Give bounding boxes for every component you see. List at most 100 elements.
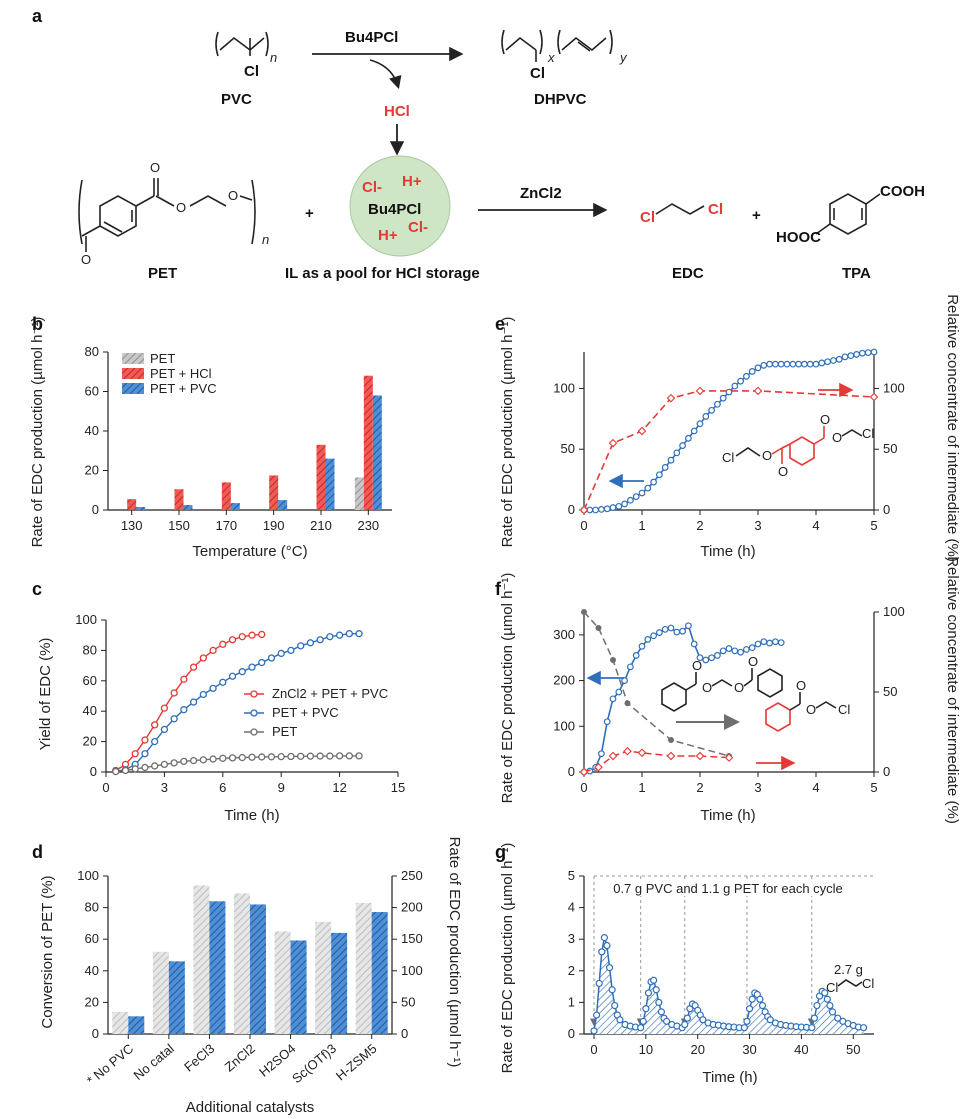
series-line-1 <box>115 632 360 772</box>
y-tick-label-left: 300 <box>553 627 575 642</box>
point-edc-rate <box>667 456 675 464</box>
point-edc-rate <box>661 464 669 471</box>
point-edc-rate <box>758 1001 767 1010</box>
x-tick-label: ZnCl2 <box>222 1041 258 1075</box>
y-tick-label: 1 <box>568 994 575 1009</box>
point-intermediate <box>608 438 618 448</box>
cycle-note: 0.7 g PVC and 1.1 g PET for each cycle <box>613 881 843 896</box>
point-edc-rate <box>696 654 704 662</box>
x-tick-label: 4 <box>812 780 819 795</box>
bar-edc-rate-H2SO4 <box>290 940 307 1034</box>
hcl-release-arrow <box>369 59 402 90</box>
point-series-0 <box>141 736 149 744</box>
x-tick-label: 130 <box>121 518 143 533</box>
panel-label-c: c <box>32 579 42 599</box>
legend-label-0: ZnCl2 + PET + PVC <box>272 686 388 701</box>
point-series-2 <box>238 753 246 762</box>
point-series-1 <box>258 658 266 667</box>
point-edc-rate <box>708 406 715 414</box>
point-edc-rate <box>702 656 710 664</box>
bar-pet-pvc-230 <box>372 395 382 510</box>
edc-cl-2: Cl <box>708 201 723 218</box>
legend-swatch-0 <box>122 353 144 364</box>
point-edc-rate <box>696 420 704 428</box>
y-tick-label-left: 100 <box>553 718 575 733</box>
x-tick-label: 1 <box>638 780 645 795</box>
point-edc-rate <box>737 648 744 656</box>
point-dibenzoate <box>581 609 587 615</box>
point-edc-rate <box>810 1014 818 1022</box>
ionic-liquid-pool: Cl- H+ Bu4PCl H+ Cl- IL as a pool for HC… <box>285 155 480 282</box>
x-tick-label: 4 <box>812 518 819 533</box>
y-tick-label-left: 0 <box>568 764 575 779</box>
point-series-1 <box>189 698 198 706</box>
point-intermediate <box>666 393 676 403</box>
bar-pet-hcl-210 <box>316 444 326 510</box>
point-series-1 <box>345 630 353 638</box>
point-edc-rate <box>600 934 608 942</box>
point-series-1 <box>297 642 305 650</box>
point-edc-rate <box>766 1016 774 1024</box>
point-series-2 <box>189 756 198 765</box>
point-edc-rate <box>821 989 829 997</box>
y-tick-label-right: 250 <box>401 868 423 883</box>
pet-n: n <box>262 232 269 247</box>
point-edc-rate <box>679 627 686 635</box>
x-tick-label: 5 <box>870 780 877 795</box>
point-edc-rate <box>725 388 733 396</box>
point-series-0 <box>151 721 159 729</box>
point-series-2 <box>326 752 334 760</box>
zncl2-label: ZnCl2 <box>520 185 562 202</box>
point-edc-rate <box>714 400 721 408</box>
point-series-2 <box>297 752 305 760</box>
bar-pet-hcl-190 <box>269 475 279 510</box>
point-edc-rate <box>592 506 599 514</box>
point-edc-rate <box>731 382 739 390</box>
point-edc-rate <box>598 948 606 956</box>
point-edc-rate <box>621 500 628 508</box>
point-series-2 <box>131 765 139 773</box>
x-tick-label: 0 <box>580 780 587 795</box>
x-tick-label: 10 <box>639 1042 653 1057</box>
point-series-2 <box>287 752 295 761</box>
legend-marker-0 <box>250 690 258 698</box>
x-tick-label: 12 <box>332 780 346 795</box>
panel-a-scheme: a n Cl PVC Bu4PCl HCl x y <box>32 6 925 282</box>
point-series-0 <box>238 633 246 641</box>
point-edc-rate <box>638 642 646 650</box>
point-series-2 <box>209 755 217 763</box>
x-tick-label: 40 <box>794 1042 808 1057</box>
y-tick-label: 4 <box>568 900 575 915</box>
point-intermediate <box>637 426 647 436</box>
point-edc-rate <box>642 1005 650 1013</box>
point-edc-rate <box>806 360 814 368</box>
point-edc-rate <box>743 1017 751 1025</box>
point-series-1 <box>277 649 285 658</box>
legend-label-2: PET <box>272 724 297 739</box>
point-edc-rate <box>772 638 779 646</box>
legend-label-2: PET + PVC <box>150 381 217 396</box>
point-edc-rate <box>632 493 640 501</box>
y-tick-label-left: 0 <box>568 502 575 517</box>
y-tick-label: 40 <box>83 703 97 718</box>
point-edc-rate <box>605 964 614 972</box>
point-series-1 <box>238 668 246 676</box>
point-edc-rate <box>616 1016 624 1024</box>
panel-f-ylabel-right: Relative concentrate of intermediate (%) <box>944 556 961 824</box>
point-series-2 <box>345 752 353 760</box>
point-edc-rate <box>637 1024 645 1032</box>
point-edc-rate <box>656 629 663 636</box>
point-edc-rate <box>777 360 785 368</box>
point-edc-rate <box>598 505 605 513</box>
point-intermediate <box>695 386 705 396</box>
e-mol-cl-2: Cl <box>862 426 874 441</box>
panel-f-inset-chloroethyl-benzoate: O O Cl <box>765 678 850 732</box>
pet-o-4: O <box>81 252 91 267</box>
point-dibenzoate <box>610 657 616 663</box>
legend-marker-2 <box>250 728 258 736</box>
point-edc-rate <box>841 353 849 361</box>
point-series-2 <box>335 752 344 760</box>
point-edc-rate <box>595 979 603 988</box>
